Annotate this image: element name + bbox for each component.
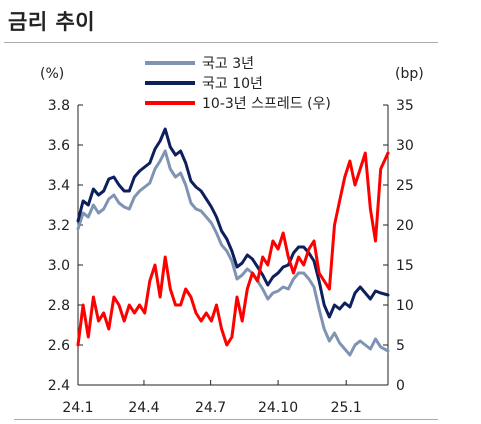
left-tick-label: 2.6 [48, 338, 70, 354]
right-axis-unit: (bp) [395, 66, 424, 82]
right-tick-label: 25 [396, 178, 414, 194]
axes: 2.4 2.6 2.8 3.0 3.2 3.4 3.6 3.8 0 5 10 15 20 25 30 35 24… [48, 98, 414, 416]
series-line-1 [76, 149, 390, 357]
right-tick-label: 15 [396, 258, 414, 274]
x-tick-label: 24.1 [62, 400, 93, 416]
x-tick-label: 25.1 [331, 400, 362, 416]
series-line-2 [76, 127, 390, 319]
left-axis-unit: (%) [40, 66, 64, 82]
left-tick-label: 3.4 [48, 178, 70, 194]
bottom-divider [14, 419, 438, 420]
left-tick-label: 3.0 [48, 258, 70, 274]
title-divider [4, 42, 438, 43]
x-tick-label: 24.4 [128, 400, 159, 416]
legend-label-3: 10-3년 스프레드 (우) [202, 96, 331, 112]
right-tick-label: 0 [396, 378, 405, 394]
left-tick-label: 2.8 [48, 298, 70, 314]
series-line-3 [76, 151, 390, 347]
left-tick-label: 3.2 [48, 218, 70, 234]
right-tick-label: 5 [396, 338, 405, 354]
legend-label-1: 국고 3년 [202, 56, 254, 72]
x-tick-label: 24.7 [195, 400, 226, 416]
x-tick-label: 24.10 [258, 400, 298, 416]
left-tick-label: 2.4 [48, 378, 70, 394]
left-tick-label: 3.6 [48, 138, 70, 154]
right-tick-label: 30 [396, 138, 414, 154]
series-lines [76, 127, 390, 357]
right-tick-label: 20 [396, 218, 414, 234]
left-tick-label: 3.8 [48, 98, 70, 114]
right-tick-label: 10 [396, 298, 414, 314]
right-tick-label: 35 [396, 98, 414, 114]
legend-label-2: 국고 10년 [202, 76, 263, 92]
page-title: 금리 추이 [8, 10, 96, 34]
